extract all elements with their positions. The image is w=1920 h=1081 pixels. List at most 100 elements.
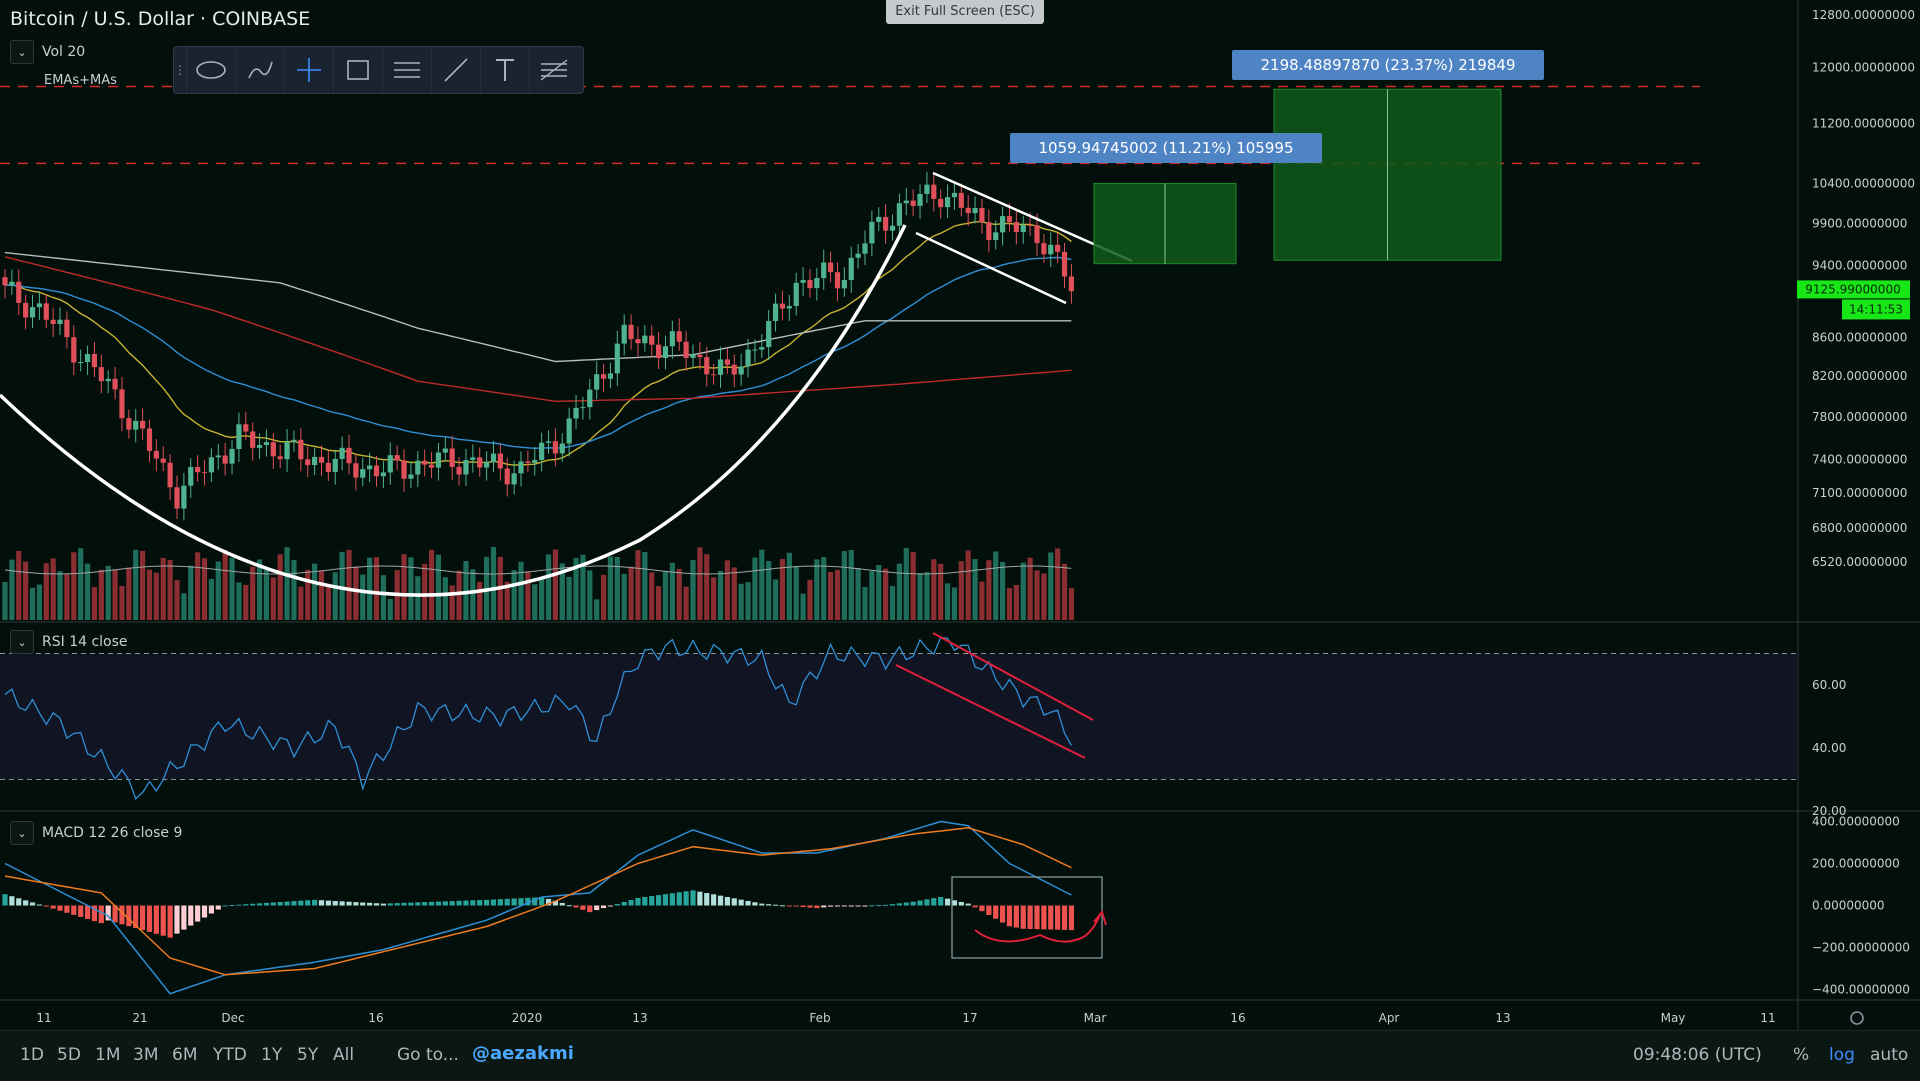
macd-axis-tick: −400.00000000	[1812, 983, 1910, 997]
volume-bar	[167, 559, 173, 620]
volume-bar	[669, 562, 675, 620]
timeframe-button-1m[interactable]: 1M	[95, 1045, 121, 1065]
volume-bar	[195, 552, 201, 620]
macd-histogram-bar	[518, 898, 524, 906]
macd-histogram-bar	[380, 903, 386, 906]
macd-histogram-bar	[1034, 905, 1040, 930]
candle-body	[621, 324, 627, 344]
macd-histogram-bar	[250, 903, 256, 906]
volume-bar	[821, 557, 827, 620]
candle-body	[277, 456, 283, 460]
macd-histogram-bar	[229, 905, 235, 907]
candle-body	[394, 455, 400, 461]
candle-body	[986, 222, 992, 241]
macd-axis-tick: 200.00000000	[1812, 857, 1900, 871]
macd-histogram-bar	[126, 905, 132, 927]
flag-lower-line	[915, 231, 1067, 305]
exit-fullscreen-button[interactable]: Exit Full Screen (ESC)	[886, 0, 1044, 24]
candle-body	[965, 207, 971, 214]
candle-body	[140, 420, 146, 429]
macd-histogram-bar	[43, 905, 49, 907]
macd-histogram-bar	[869, 905, 875, 907]
candle-body	[346, 447, 352, 464]
candle-body	[869, 221, 875, 244]
timeframe-button-3m[interactable]: 3M	[133, 1045, 159, 1065]
text-icon[interactable]	[480, 47, 529, 93]
volume-bar	[470, 569, 476, 620]
candle-body	[174, 487, 180, 509]
volume-bar	[573, 558, 579, 620]
timeframe-button-5d[interactable]: 5D	[57, 1045, 81, 1065]
macd-histogram-bar	[807, 905, 813, 908]
volume-bar	[772, 579, 779, 620]
timeframe-button-5y[interactable]: 5Y	[297, 1045, 319, 1065]
macd-histogram-bar	[2, 894, 8, 906]
candle-body	[924, 184, 930, 194]
timeframe-button-1d[interactable]: 1D	[20, 1045, 44, 1065]
candle-body	[1000, 216, 1006, 233]
candle-body	[649, 335, 655, 345]
volume-bar	[807, 579, 813, 620]
volume-bar	[360, 574, 366, 620]
crosshair-icon[interactable]	[284, 47, 333, 93]
trendline-icon[interactable]	[431, 47, 480, 93]
timeframe-button-all[interactable]: All	[333, 1045, 355, 1065]
log-toggle[interactable]: log	[1829, 1045, 1855, 1065]
macd-histogram-bar	[36, 904, 42, 906]
volume-bar	[174, 580, 180, 620]
macd-histogram-bar	[786, 905, 792, 907]
volume-bar	[511, 570, 517, 620]
candle-body	[449, 448, 455, 467]
volume-bar	[855, 567, 861, 620]
candle-body	[545, 441, 552, 443]
candle-body	[229, 448, 235, 464]
macd-histogram-bar	[387, 903, 393, 906]
collapse-chevron-icon[interactable]: ⌄	[10, 630, 34, 654]
timeframe-button-6m[interactable]: 6M	[172, 1045, 198, 1065]
volume-bar	[1048, 552, 1054, 620]
volume-bar	[717, 570, 724, 620]
candle-body	[841, 279, 847, 289]
time-axis-tick: 11	[36, 1011, 51, 1025]
lasso-icon[interactable]	[186, 47, 235, 93]
hlines-icon[interactable]	[382, 47, 431, 93]
goto-button[interactable]: Go to...	[397, 1045, 459, 1065]
candle-body	[1020, 224, 1026, 233]
auto-toggle[interactable]: auto	[1870, 1045, 1909, 1065]
volume-bar	[332, 572, 338, 620]
volume-bar	[600, 574, 607, 620]
candle-body	[133, 420, 139, 430]
candle-body	[250, 431, 256, 448]
macd-histogram-bar	[931, 898, 937, 906]
percent-toggle[interactable]: %	[1793, 1045, 1810, 1065]
legend-macd-label: MACD 12 26 close 9	[42, 825, 183, 841]
brush-icon[interactable]	[235, 47, 284, 93]
toolbar-drag-handle-icon[interactable]: ⋮	[174, 63, 186, 77]
macd-histogram-bar	[236, 904, 242, 906]
candle-body	[119, 389, 125, 419]
volume-bar	[16, 550, 22, 620]
candle-body	[766, 321, 772, 348]
macd-histogram-bar	[484, 899, 490, 906]
candle-body	[669, 331, 675, 347]
macd-histogram-bar	[463, 900, 469, 906]
macd-histogram-bar	[717, 895, 724, 906]
candle-body	[160, 458, 166, 463]
volume-bar	[635, 550, 641, 620]
volume-bar	[112, 569, 118, 620]
collapse-chevron-icon[interactable]: ⌄	[10, 821, 34, 845]
legend-vol: ⌄ Vol 20	[10, 40, 85, 64]
collapse-chevron-icon[interactable]: ⌄	[10, 40, 34, 64]
volume-bar	[415, 576, 421, 620]
timeframe-button-1y[interactable]: 1Y	[261, 1045, 283, 1065]
macd-histogram-bar	[910, 901, 916, 906]
candle-body	[855, 253, 861, 258]
macd-histogram-bar	[711, 894, 717, 906]
volume-bar	[422, 563, 428, 620]
timeframe-button-ytd[interactable]: YTD	[213, 1045, 247, 1065]
macd-histogram-bar	[731, 898, 737, 906]
rectangle-icon[interactable]	[333, 47, 382, 93]
fib-icon[interactable]	[529, 47, 578, 93]
macd-histogram-bar	[208, 905, 214, 914]
